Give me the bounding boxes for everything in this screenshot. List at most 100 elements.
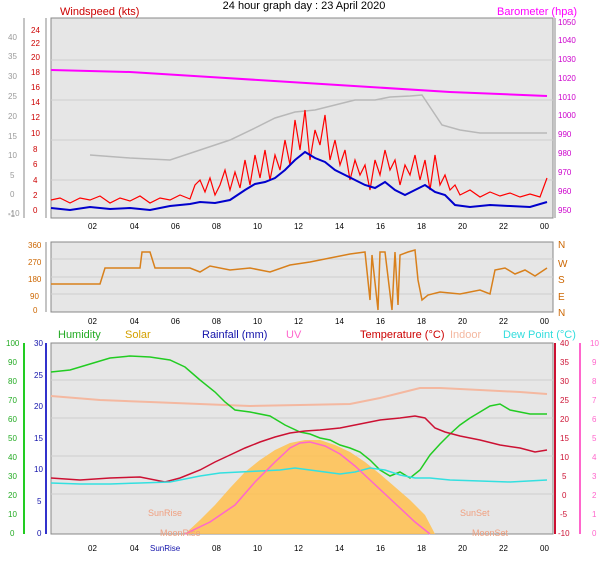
tick: 0 [33,306,38,315]
tick: 990 [558,130,572,139]
sunrise-tick-label: SunRise [150,544,181,553]
dewpoint-line [50,467,548,485]
tick: 06 [171,222,180,231]
tick: 08 [212,544,221,553]
wind-left-ticks: 24 22 20 18 16 14 12 10 8 6 4 2 0 [31,26,40,215]
tick: 0 [33,206,38,215]
tick: 30 [34,339,43,348]
wind-plot-area [50,17,554,219]
tick: 12 [294,317,303,326]
indoor-label: Indoor [450,329,482,341]
tick: 90 [30,292,39,301]
tick: 04 [130,317,139,326]
tick: 30 [8,72,17,81]
wind-avg-line [50,150,548,212]
wind-speed-line [50,109,548,204]
tick: 02 [88,544,97,553]
sunrise-label: SunRise [148,508,182,518]
tick: 2 [33,191,38,200]
tick: 20 [34,402,43,411]
tick: 14 [335,544,344,553]
tick: 02 [88,317,97,326]
tick: 15 [560,434,569,443]
tick: 02 [88,222,97,231]
temperature-label: Temperature (°C) [360,329,444,341]
tick: 20 [458,544,467,553]
tick: 30 [560,377,569,386]
tick: 80 [8,377,17,386]
tick: 20 [458,317,467,326]
tick: 8 [33,145,38,154]
tick: 90 [8,358,17,367]
tick: 20 [560,415,569,424]
tick: 60 [8,415,17,424]
tick: 980 [558,149,572,158]
tick: 04 [130,544,139,553]
tick: 1040 [558,36,576,45]
tick: 3 [592,472,597,481]
tick: 12 [294,544,303,553]
temperature-ticks: 40 35 30 25 20 15 10 5 0 -5 -10 [558,339,570,538]
tick: 1020 [558,74,576,83]
tick: 360 [28,241,42,250]
tick: 10 [590,339,599,348]
tick: 1030 [558,55,576,64]
tick: 10 [31,129,40,138]
tick: 10 [253,222,262,231]
tick: 14 [335,317,344,326]
tick: 4 [33,176,38,185]
humidity-line [50,355,547,479]
tick: 20 [8,491,17,500]
tick: 1 [592,510,597,519]
tick: 15 [8,132,17,141]
tick: 9 [592,358,597,367]
tick: 10 [253,317,262,326]
tick: -5 [560,510,568,519]
tick: 35 [560,358,569,367]
tick: 6 [592,415,597,424]
barometer-line [50,69,548,97]
tick: 24 [31,26,40,35]
tick: 14 [31,98,40,107]
tick: 100 [6,339,20,348]
temperature-line [50,415,548,483]
tick: 1000 [558,111,576,120]
tick: 15 [34,434,43,443]
tick: 04 [130,222,139,231]
moonset-label: MoonSet [472,528,509,538]
barometer-ticks: 1050 1040 1030 1020 1010 1000 990 980 970 960 9… [558,18,576,215]
climate-x-ticks: 02 04 SunRise 08 10 12 14 16 18 20 22 00 [88,544,549,553]
tick: 18 [417,317,426,326]
tick: 2 [592,491,597,500]
tick: 5 [37,497,42,506]
tick: 5 [592,434,597,443]
tick: 0 [10,190,15,199]
solar-area [185,440,435,534]
tick: 40 [560,339,569,348]
tick: 970 [558,168,572,177]
tick: 270 [28,258,42,267]
tick: 8 [592,377,597,386]
tick: 5 [10,171,15,180]
direction-line [51,249,548,311]
tick: 08 [212,222,221,231]
tick: 1050 [558,18,576,27]
tick: 0 [592,529,597,538]
tick: 1010 [558,93,576,102]
direction-x-ticks: 02 04 06 08 10 12 14 16 18 20 22 00 [88,317,549,326]
tick: 50 [8,434,17,443]
solar-label: Solar [125,329,151,341]
tick: 10 [34,465,43,474]
tick: 20 [458,222,467,231]
wind-left2-ticks: 40 35 30 25 20 15 10 5 0 -10-1 [8,33,20,219]
tick: -10 [8,209,20,218]
tick: 950 [558,206,572,215]
sunset-label: SunSet [460,508,490,518]
uv-label: UV [286,329,302,341]
tick: 06 [171,317,180,326]
uv-line [184,441,431,535]
tick: S [558,275,565,286]
